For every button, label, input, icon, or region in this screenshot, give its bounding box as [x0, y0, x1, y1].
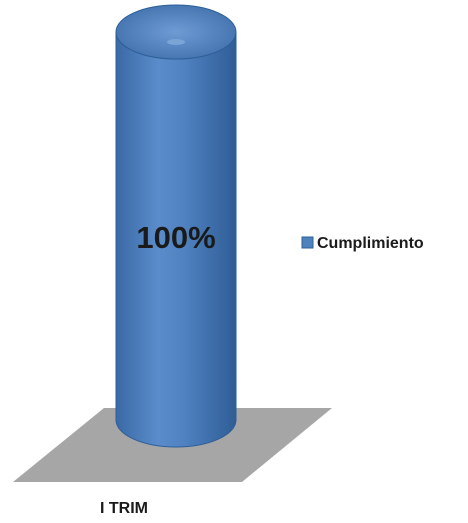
legend: Cumplimiento — [301, 235, 424, 252]
bar-i-trim-top — [115, 4, 237, 60]
data-label-i-trim: 100% — [136, 220, 215, 255]
legend-label-cumplimiento: Cumplimiento — [317, 235, 424, 252]
legend-swatch-cumplimiento — [301, 236, 314, 249]
bar-i-trim-highlight — [167, 39, 185, 45]
x-tick-label-i-trim: I TRIM — [100, 500, 148, 517]
bar-series-cumplimiento — [115, 4, 237, 448]
